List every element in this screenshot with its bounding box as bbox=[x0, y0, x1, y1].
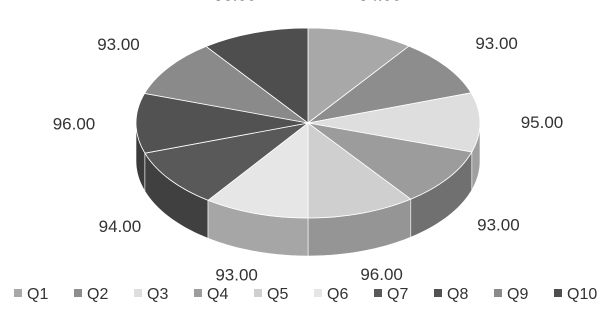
pie-tops bbox=[135, 27, 481, 219]
legend-label-q8: Q8 bbox=[447, 286, 468, 303]
pie-slice-q5 bbox=[307, 122, 412, 219]
pie-slice-q8 bbox=[135, 92, 309, 154]
legend-swatch-q3 bbox=[134, 289, 142, 297]
data-label-q2: 93.00 bbox=[475, 34, 518, 53]
legend-label-q2: Q2 bbox=[87, 286, 108, 303]
legend-swatch-q5 bbox=[254, 289, 262, 297]
legend-label-q5: Q5 bbox=[267, 286, 288, 303]
legend-swatch-q6 bbox=[314, 289, 322, 297]
data-label-q9: 93.00 bbox=[97, 35, 140, 54]
legend-swatch-q8 bbox=[434, 289, 442, 297]
pie-slice-q7 bbox=[144, 122, 309, 201]
pie-slice-q4 bbox=[307, 122, 473, 200]
data-label-q4: 93.00 bbox=[477, 215, 520, 234]
pie-slice-q10 bbox=[205, 27, 309, 124]
data-label-q1: 94.00 bbox=[359, 0, 402, 5]
legend-label-q10: Q10 bbox=[567, 286, 597, 303]
data-label-q10: 95.00 bbox=[214, 0, 257, 5]
legend-label-q6: Q6 bbox=[327, 286, 348, 303]
legend-swatch-q4 bbox=[194, 289, 202, 297]
data-labels: 94.00 93.00 95.00 93.00 96.00 93.00 94.00 96.00… bbox=[53, 0, 564, 284]
legend-swatch-q9 bbox=[494, 289, 502, 297]
data-label-q8: 96.00 bbox=[53, 115, 96, 134]
legend-label-q4: Q4 bbox=[207, 286, 228, 303]
legend: Q1 Q2 Q3 Q4 Q5 Q6 Q7 Q8 Q9 Q10 bbox=[14, 286, 597, 303]
legend-swatch-q1 bbox=[14, 289, 22, 297]
pie-slice-q2 bbox=[307, 45, 472, 124]
legend-swatch-q10 bbox=[554, 289, 562, 297]
legend-swatch-q7 bbox=[374, 289, 382, 297]
legend-label-q9: Q9 bbox=[507, 286, 528, 303]
legend-swatch-q2 bbox=[74, 289, 82, 297]
data-label-q5: 96.00 bbox=[360, 265, 403, 284]
pie-slice-q1 bbox=[307, 27, 410, 124]
data-label-q6: 93.00 bbox=[215, 265, 258, 284]
legend-label-q3: Q3 bbox=[147, 286, 168, 303]
pie-slice-q6 bbox=[207, 122, 309, 219]
pie-slice-q9 bbox=[143, 45, 309, 124]
legend-label-q1: Q1 bbox=[27, 286, 48, 303]
data-label-q7: 94.00 bbox=[99, 217, 142, 236]
data-label-q3: 95.00 bbox=[521, 113, 564, 132]
pie-slice-q3 bbox=[307, 92, 481, 153]
legend-label-q7: Q7 bbox=[387, 286, 408, 303]
